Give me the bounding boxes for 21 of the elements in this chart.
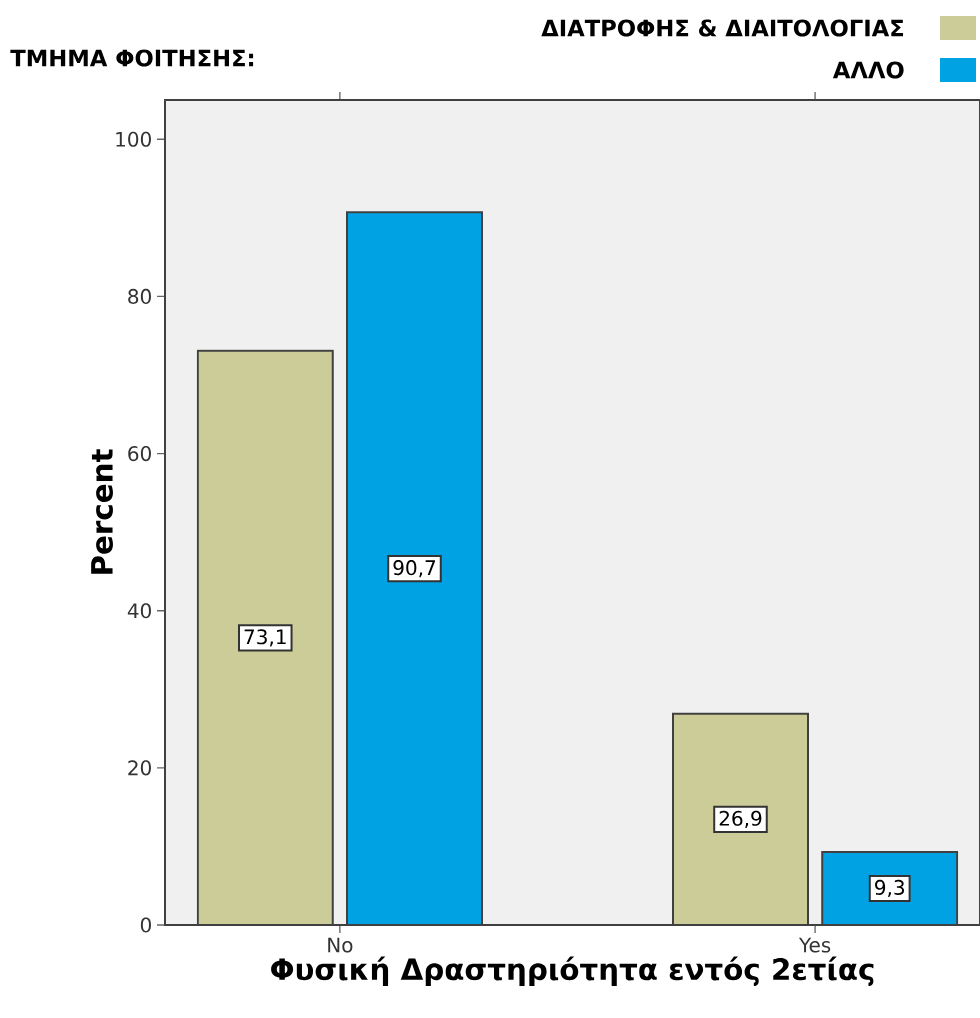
y-tick-label: 20 bbox=[128, 760, 151, 776]
bar bbox=[672, 712, 809, 925]
legend-title: ΤΜΗΜΑ ΦΟΙΤΗΣΗΣ: bbox=[10, 49, 254, 67]
data-label: 90,7 bbox=[393, 560, 436, 578]
x-tick-label: Yes bbox=[798, 937, 831, 953]
y-tick-label: 0 bbox=[140, 917, 151, 933]
bar bbox=[821, 850, 959, 925]
legend-label: ΑΛΛΟ bbox=[832, 61, 904, 79]
y-tick-label: 60 bbox=[128, 446, 151, 462]
legend-label: ΔΙΑΤΡΟΦΗΣ & ΔΙΑΙΤΟΛΟΓΙΑΣ bbox=[541, 19, 904, 37]
data-label: 9,3 bbox=[875, 879, 905, 898]
y-tick-label: 100 bbox=[116, 131, 151, 147]
y-tick-label: 40 bbox=[127, 603, 151, 619]
data-label: 26,9 bbox=[719, 810, 762, 828]
x-tick-label: No bbox=[328, 937, 353, 953]
x-axis-title: Φυσική Δραστηριότητα εντός 2ετίας bbox=[271, 956, 874, 986]
data-label: 73,1 bbox=[244, 629, 286, 647]
y-tick-label: 80 bbox=[128, 288, 151, 304]
bar bbox=[196, 349, 334, 925]
y-axis-title: Percent bbox=[91, 449, 113, 574]
bar bbox=[346, 211, 483, 925]
